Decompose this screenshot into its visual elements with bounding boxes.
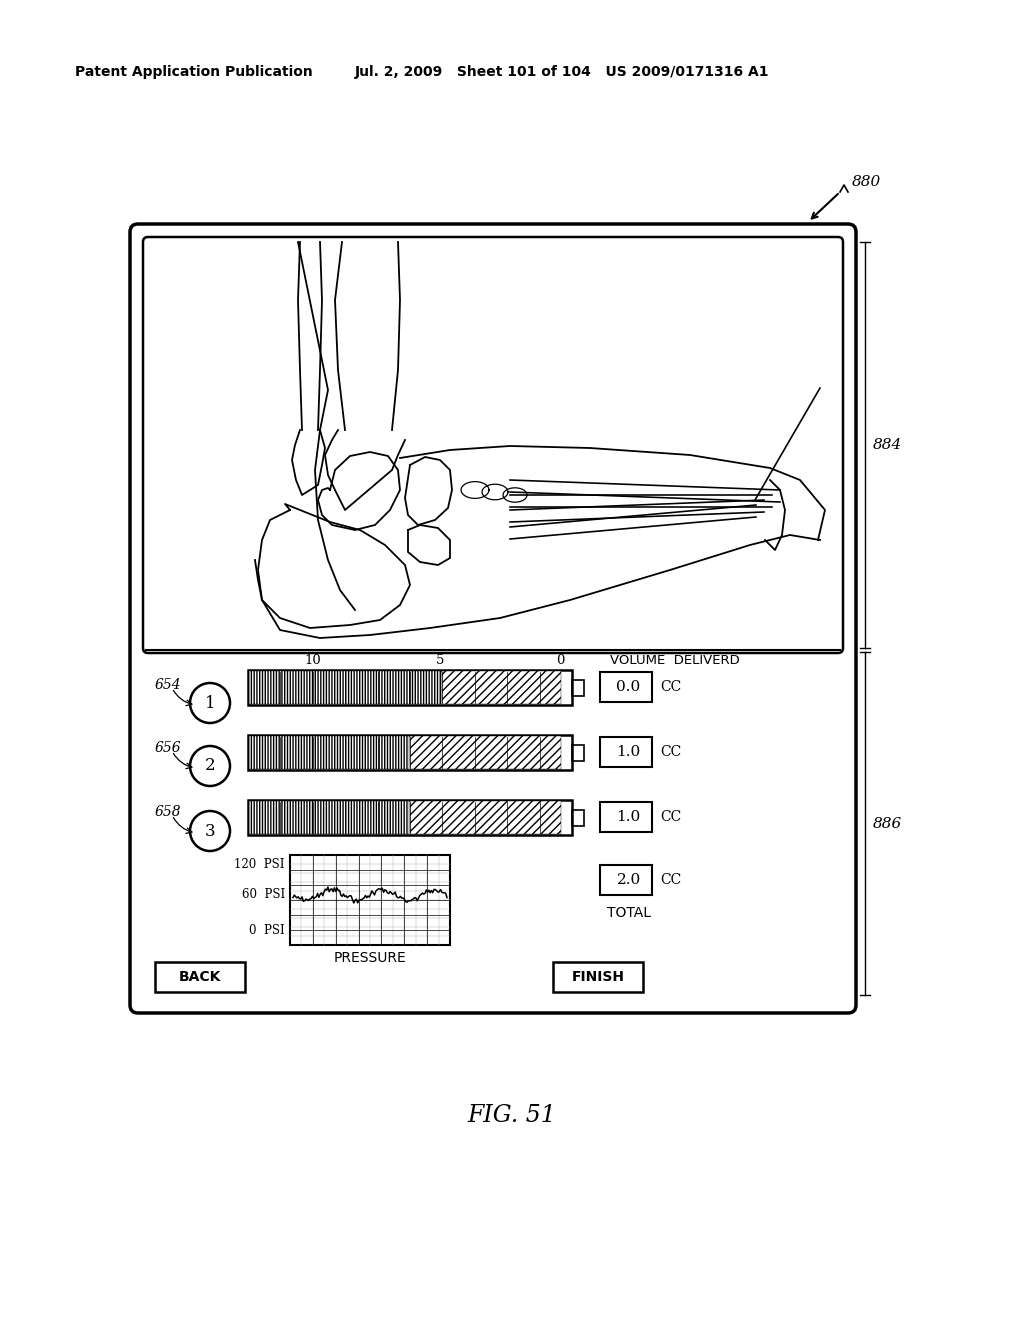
Text: 0: 0	[556, 655, 564, 668]
Text: VOLUME  DELIVERD: VOLUME DELIVERD	[610, 655, 739, 668]
FancyBboxPatch shape	[130, 224, 856, 1012]
Text: CC: CC	[660, 873, 681, 887]
Text: 658: 658	[155, 805, 181, 818]
Bar	[600, 803, 652, 832]
Bar	[600, 865, 652, 895]
Bar	[553, 962, 643, 993]
Text: PRESSURE: PRESSURE	[334, 950, 407, 965]
Text: CC: CC	[660, 744, 681, 759]
Bar	[600, 737, 652, 767]
Text: 654: 654	[155, 678, 181, 692]
Text: TOTAL: TOTAL	[606, 906, 650, 920]
Bar	[572, 744, 584, 760]
Text: 884: 884	[873, 438, 902, 451]
Text: 880: 880	[852, 176, 882, 189]
Text: 886: 886	[873, 817, 902, 830]
Text: 0  PSI: 0 PSI	[249, 924, 285, 936]
Text: 1: 1	[205, 694, 215, 711]
Text: 60  PSI: 60 PSI	[242, 888, 285, 902]
Bar	[248, 735, 572, 770]
Text: 0.0: 0.0	[616, 680, 641, 694]
Text: 1.0: 1.0	[616, 744, 641, 759]
Bar	[442, 671, 561, 704]
Text: 3: 3	[205, 822, 215, 840]
Text: 2: 2	[205, 758, 215, 775]
Bar	[572, 680, 584, 696]
Text: 1.0: 1.0	[616, 810, 641, 824]
Text: 656: 656	[155, 741, 181, 755]
Bar	[249, 671, 441, 704]
Bar	[249, 737, 409, 770]
Text: 120  PSI: 120 PSI	[234, 858, 285, 871]
Text: 2.0: 2.0	[616, 873, 641, 887]
Text: BACK: BACK	[179, 970, 221, 983]
Bar	[290, 855, 450, 945]
Bar	[249, 801, 409, 834]
Bar	[155, 962, 245, 993]
Bar	[248, 671, 572, 705]
Text: Patent Application Publication: Patent Application Publication	[75, 65, 312, 79]
Text: FINISH: FINISH	[571, 970, 625, 983]
Bar	[410, 801, 561, 834]
Bar	[572, 809, 584, 825]
Text: CC: CC	[660, 810, 681, 824]
Bar	[600, 672, 652, 702]
Text: FIG. 51: FIG. 51	[468, 1104, 556, 1126]
Text: CC: CC	[660, 680, 681, 694]
Text: Jul. 2, 2009   Sheet 101 of 104   US 2009/0171316 A1: Jul. 2, 2009 Sheet 101 of 104 US 2009/01…	[355, 65, 769, 79]
Text: 5: 5	[436, 655, 444, 668]
FancyBboxPatch shape	[143, 238, 843, 653]
Bar	[248, 800, 572, 836]
Bar	[410, 737, 561, 770]
Text: 10: 10	[304, 655, 322, 668]
